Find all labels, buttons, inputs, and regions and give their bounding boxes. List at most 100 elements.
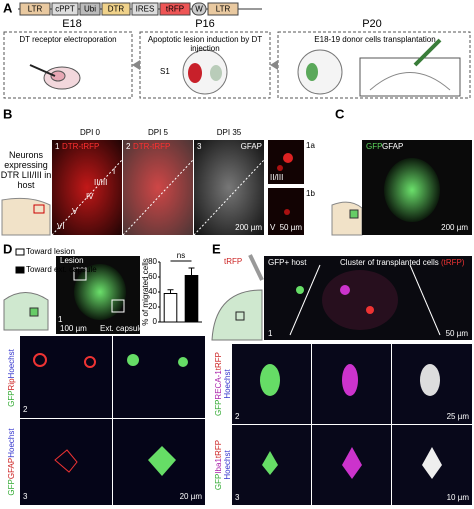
label: II/III	[94, 178, 107, 187]
illustration	[235, 311, 245, 321]
label: GFP	[7, 479, 16, 495]
construct-label: IRES	[136, 5, 155, 14]
label: E18	[62, 18, 82, 30]
label: 2	[23, 405, 28, 414]
illustration: 0 20 40 60 80% of migrated cells ns	[141, 251, 202, 326]
label: 200 µm	[441, 223, 468, 232]
illustration	[369, 72, 451, 91]
label: GFAP	[7, 458, 16, 479]
label: E	[212, 241, 221, 256]
label: DTR-tRFP	[133, 142, 170, 151]
label: GFP	[7, 390, 16, 406]
illustration	[122, 159, 194, 236]
label: Hoechst	[223, 450, 232, 480]
label: S1	[160, 67, 170, 76]
label: 1a	[306, 141, 315, 150]
illustration	[211, 289, 263, 341]
illustration	[111, 299, 125, 313]
y-tick-label: 0	[153, 317, 158, 326]
construct-label: LTR	[28, 5, 43, 14]
illustration	[54, 449, 78, 473]
illustration	[50, 70, 66, 82]
label: 1	[55, 142, 60, 151]
illustration	[1, 197, 51, 236]
illustration	[20, 419, 112, 505]
label: Rip	[7, 378, 16, 391]
label: 20 µm	[180, 492, 203, 501]
illustration: LTR cPPT Ubi DTR IRES tRFP W LTR	[19, 2, 239, 16]
illustration	[20, 336, 112, 418]
illustration	[52, 140, 122, 235]
illustration	[342, 364, 358, 396]
label: Hoechst	[223, 369, 232, 399]
illustration	[73, 267, 87, 281]
legend-label: Toward ext. capsule	[26, 265, 97, 274]
illustration	[284, 209, 290, 215]
label: DPI 35	[217, 128, 242, 137]
label: A	[3, 0, 13, 15]
label: Cluster of transplanted cells (tRFP)	[340, 258, 465, 267]
stage-text: DT receptor electroporation	[19, 35, 117, 44]
illustration	[342, 447, 362, 479]
illustration	[322, 270, 398, 330]
construct-element	[207, 2, 239, 16]
illustration	[283, 153, 293, 163]
illustration	[306, 63, 318, 81]
illustration	[260, 364, 280, 396]
legend-label: Toward lesion	[26, 247, 75, 256]
illustration	[248, 254, 264, 281]
illustration	[33, 204, 45, 214]
illustration	[413, 38, 442, 67]
illustration	[277, 165, 283, 171]
illustration	[182, 49, 228, 95]
illustration	[148, 446, 176, 476]
label: 2	[235, 412, 240, 421]
illustration	[422, 447, 442, 479]
illustration	[297, 49, 343, 95]
label: GFAP	[241, 142, 262, 151]
label: 10 µm	[447, 493, 470, 502]
illustration	[359, 57, 461, 97]
label: D	[3, 241, 12, 256]
stage-text: E18-19 donor cells transplantation	[314, 35, 436, 44]
label: 3	[197, 142, 202, 151]
illustration	[29, 307, 39, 317]
illustration	[3, 292, 49, 331]
label: GFPRipHoechst	[7, 348, 16, 407]
illustration	[289, 264, 321, 336]
illustration	[270, 60, 278, 70]
construct-element	[191, 2, 207, 16]
illustration	[123, 140, 193, 235]
construct-label: tRFP	[166, 5, 184, 14]
illustration	[84, 356, 96, 368]
label: C	[335, 106, 345, 121]
y-axis-label: % of migrated cells	[141, 258, 150, 326]
label: Iba1	[214, 458, 223, 474]
label: GFP+ host	[268, 258, 307, 267]
label: RECA-1	[214, 370, 223, 400]
label: 1b	[306, 189, 315, 198]
label: I	[113, 167, 115, 176]
y-tick-label: 60	[148, 272, 157, 281]
label: V	[72, 207, 78, 216]
illustration	[51, 159, 123, 236]
illustration	[210, 65, 222, 81]
construct-element	[51, 2, 79, 16]
legend-swatch	[15, 248, 25, 256]
construct-element	[19, 2, 51, 16]
label: GFPRECA-1tRFP	[214, 352, 223, 416]
label: 50 µm	[446, 329, 469, 338]
side-label: Neurons expressing DTR LII/III in host	[0, 150, 52, 190]
annotation: ns	[177, 251, 185, 260]
label: GFP	[214, 474, 223, 490]
label: B	[3, 106, 12, 121]
label: DTR-tRFP	[62, 142, 99, 151]
label: tRFP	[214, 352, 223, 370]
label: 3	[235, 493, 240, 502]
illustration	[420, 364, 440, 396]
label: 1	[268, 329, 273, 338]
construct-label: DTR	[108, 5, 125, 14]
label: 3	[23, 492, 28, 501]
label: DPI 0	[80, 128, 101, 137]
